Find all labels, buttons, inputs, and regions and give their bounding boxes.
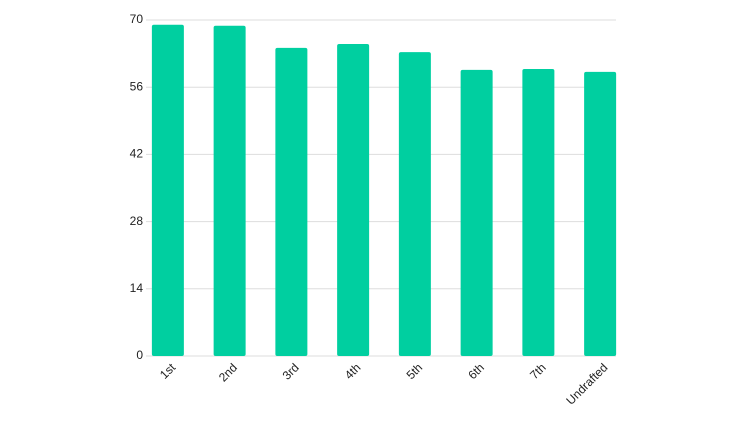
x-tick-label: 4th — [342, 360, 364, 382]
bar — [460, 69, 493, 357]
y-tick-label: 56 — [130, 79, 144, 93]
bar — [151, 24, 184, 357]
x-tick-label: 1st — [157, 360, 179, 382]
x-tick-label: Undrafted — [563, 360, 610, 407]
x-tick-label: 3rd — [280, 360, 302, 382]
bar — [213, 25, 246, 356]
x-tick-label: 6th — [465, 360, 487, 382]
bar — [337, 44, 370, 356]
y-tick-label: 70 — [130, 12, 144, 26]
x-tick-label: 5th — [404, 360, 426, 382]
y-tick-label: 0 — [136, 348, 143, 362]
x-tick-label: 7th — [527, 360, 549, 382]
bar — [584, 71, 617, 356]
bar — [275, 47, 308, 357]
y-tick-label: 28 — [130, 214, 144, 228]
x-tick-label: 2nd — [216, 360, 240, 384]
bar — [398, 52, 431, 356]
bar — [522, 68, 555, 357]
y-tick-label: 42 — [130, 147, 144, 161]
y-tick-label: 14 — [130, 281, 144, 295]
